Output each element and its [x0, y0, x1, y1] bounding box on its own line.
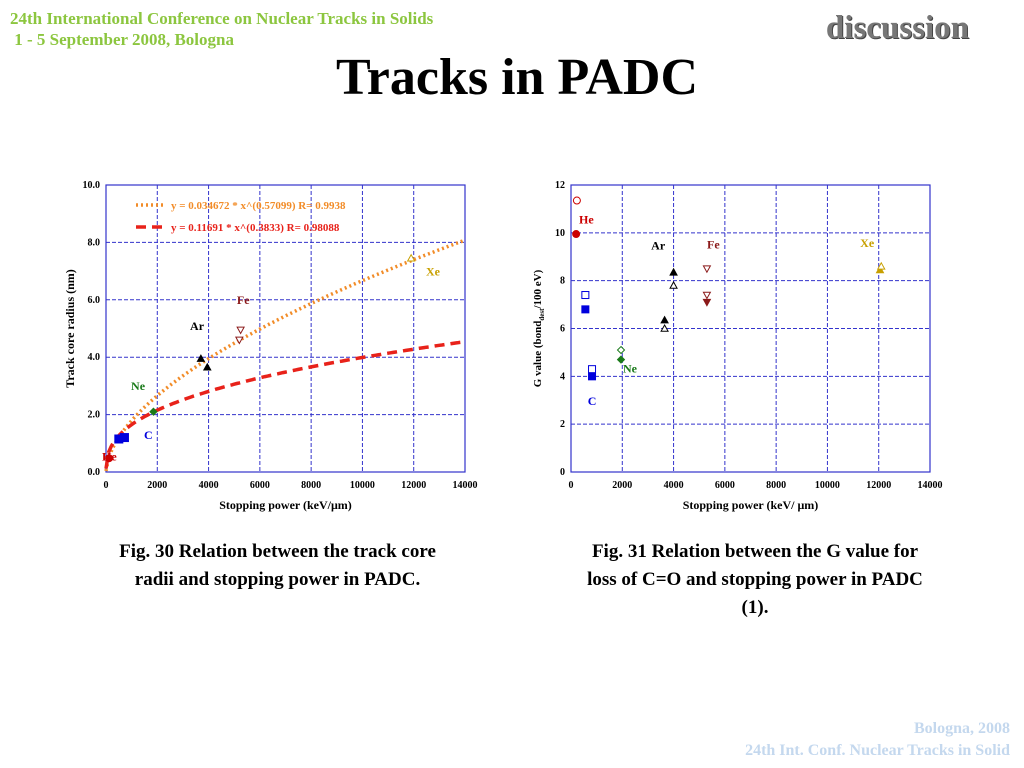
x-tick-label: 0 [569, 480, 574, 491]
y-tick-label: 10 [555, 228, 565, 239]
data-point-he [105, 454, 114, 463]
legend-label-2: y = 0.11691 * x^(0.3833) R= 0.98088 [171, 222, 340, 234]
y-axis-label: Track core radius (nm) [63, 269, 77, 388]
footer: Bologna, 2008 24th Int. Conf. Nuclear Tr… [745, 718, 1010, 762]
y-tick-label: 0 [560, 467, 565, 478]
x-tick-label: 6000 [250, 480, 270, 491]
y-axis-label: G value (bonddest/100 eV) [532, 269, 546, 387]
plot-frame [570, 184, 931, 473]
x-tick-label: 8000 [301, 480, 321, 491]
x-tick-label: 14000 [453, 480, 478, 491]
y-tick-label: 12 [555, 180, 565, 191]
y-tick-label: 10.0 [83, 180, 101, 191]
y-tick-label: 8.0 [88, 237, 101, 248]
y-tick-label: 2.0 [88, 410, 101, 421]
data-point-ar [660, 323, 669, 332]
series-label-he: He [102, 450, 117, 464]
conference-header: 24th International Conference on Nuclear… [10, 8, 433, 50]
data-point-ar [202, 362, 212, 371]
series-label-fe: Fe [237, 293, 250, 307]
data-point-fe [234, 336, 244, 345]
footer-location: Bologna, 2008 [913, 720, 1010, 737]
slide-title: Tracks in PADC [335, 49, 699, 106]
data-point-ar [669, 280, 678, 289]
x-tick-label: 2000 [147, 480, 167, 491]
data-point-c [581, 305, 590, 314]
x-tick-label: 8000 [766, 480, 786, 491]
data-point-c [119, 433, 129, 443]
x-axis-label: Stopping power (keV/μm) [219, 498, 352, 512]
y-tick-label: 6.0 [88, 295, 101, 306]
x-tick-label: 0 [104, 480, 109, 491]
figure-31-caption: Fig. 31 Relation between the G value for… [587, 541, 923, 618]
track-radius-chart: 0 2000 4000 6000 8000 10000 12000 14000 0.0 2.0 4.… [63, 180, 478, 512]
series-label-he: He [579, 212, 594, 226]
series-label-c: C [588, 394, 597, 408]
x-axis-label: Stopping power (keV/ μm) [683, 498, 819, 512]
data-point-fe [236, 326, 245, 335]
figure-30-caption: Fig. 30 Relation between the track core … [119, 541, 436, 590]
y-tick-label: 8 [560, 276, 565, 287]
x-tick-label: 2000 [612, 480, 632, 491]
data-point-ne [616, 355, 626, 364]
series-label-ar: Ar [190, 319, 205, 333]
section-label: discussion [825, 10, 969, 46]
conference-name: 24th International Conference on Nuclear… [10, 9, 434, 28]
y-tick-label: 0.0 [88, 467, 101, 478]
series-label-fe: Fe [707, 237, 720, 251]
x-tick-label: 4000 [199, 480, 219, 491]
series-label-ar: Ar [651, 239, 666, 253]
series-label-ne: Ne [623, 362, 638, 376]
conference-date: 1 - 5 September 2008, Bologna [10, 30, 234, 49]
series-label-ne: Ne [131, 379, 146, 393]
y-tick-label: 6 [560, 324, 565, 335]
plot-frame [105, 184, 466, 473]
data-point-fe [702, 298, 712, 307]
data-point-he [572, 196, 581, 205]
data-point-ne [149, 407, 158, 416]
fit-curve-1 [104, 238, 466, 472]
data-point-c [588, 372, 597, 381]
data-point-ar [660, 315, 669, 324]
x-tick-label: 14000 [918, 480, 943, 491]
y-tick-label: 4.0 [88, 352, 101, 363]
x-tick-label: 10000 [815, 480, 840, 491]
data-point-c [581, 291, 590, 300]
legend-label-1: y = 0.034672 * x^(0.57099) R= 0.9938 [171, 200, 346, 212]
data-point-ar [196, 354, 206, 362]
series-label-xe: Xe [860, 236, 875, 250]
x-tick-label: 12000 [866, 480, 891, 491]
x-tick-label: 10000 [350, 480, 375, 491]
x-tick-label: 12000 [401, 480, 426, 491]
data-point-xe [406, 253, 416, 262]
g-value-chart: 0 2000 4000 6000 8000 10000 12000 14000 0 2 4 6 8 10 1… [532, 180, 943, 512]
data-point-ne [616, 345, 626, 355]
x-tick-label: 6000 [715, 480, 735, 491]
series-label-c: C [144, 428, 153, 442]
data-point-xe [876, 261, 886, 270]
data-point-fe [702, 291, 712, 300]
data-point-c [588, 365, 597, 374]
y-tick-label: 4 [560, 371, 565, 382]
data-point-fe [702, 265, 712, 274]
data-point-ar [669, 267, 678, 276]
fit-curve-2 [104, 339, 466, 469]
data-point-he [572, 230, 581, 239]
y-tick-label: 2 [560, 419, 565, 430]
x-tick-label: 4000 [664, 480, 684, 491]
series-label-xe: Xe [426, 264, 441, 278]
footer-conference: 24th Int. Conf. Nuclear Tracks in Solid [745, 742, 1010, 759]
